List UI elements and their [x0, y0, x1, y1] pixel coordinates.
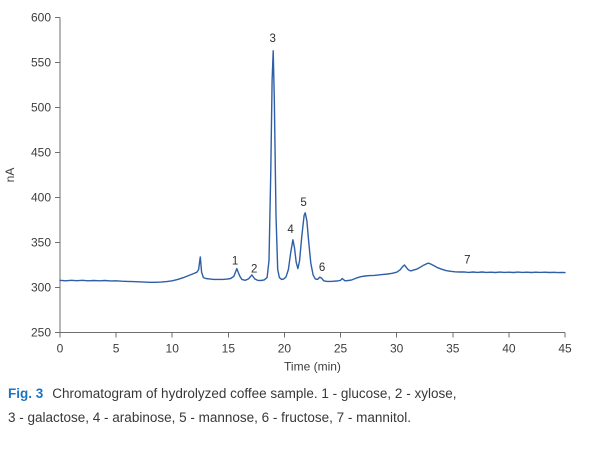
y-tick-label: 450 — [31, 146, 51, 160]
y-tick-label: 300 — [31, 281, 51, 295]
figure-label: Fig. 3 — [8, 386, 44, 401]
caption-line-2: 3 - galactose, 4 - arabinose, 5 - mannos… — [8, 410, 411, 425]
y-tick-label: 350 — [31, 236, 51, 250]
x-tick-label: 25 — [334, 342, 348, 356]
x-tick-label: 35 — [446, 342, 460, 356]
peak-label-5: 5 — [300, 197, 306, 209]
x-axis-title: Time (min) — [284, 360, 341, 374]
peak-label-3: 3 — [269, 33, 275, 45]
y-tick-label: 400 — [31, 191, 51, 205]
y-tick-label: 250 — [31, 326, 51, 340]
x-tick-label: 0 — [57, 342, 64, 356]
y-axis-title: nA — [3, 168, 17, 183]
figure-caption: Fig. 3 Chromatogram of hydrolyzed coffee … — [8, 382, 588, 430]
x-tick-label: 30 — [390, 342, 404, 356]
peak-label-2: 2 — [251, 264, 257, 276]
x-tick-label: 40 — [502, 342, 516, 356]
peak-label-4: 4 — [287, 224, 294, 236]
peak-label-6: 6 — [319, 262, 325, 274]
x-tick-label: 45 — [558, 342, 572, 356]
peak-label-1: 1 — [232, 256, 238, 268]
caption-line-1: Chromatogram of hydrolyzed coffee sample… — [52, 386, 457, 401]
peak-label-7: 7 — [464, 255, 470, 267]
chromatogram-trace — [59, 50, 566, 283]
x-tick-label: 15 — [222, 342, 236, 356]
x-tick-label: 5 — [113, 342, 120, 356]
y-tick-label: 550 — [31, 56, 51, 70]
y-tick-label: 600 — [31, 11, 51, 25]
x-tick-label: 10 — [166, 342, 180, 356]
y-tick-label: 500 — [31, 101, 51, 115]
x-tick-label: 20 — [278, 342, 292, 356]
